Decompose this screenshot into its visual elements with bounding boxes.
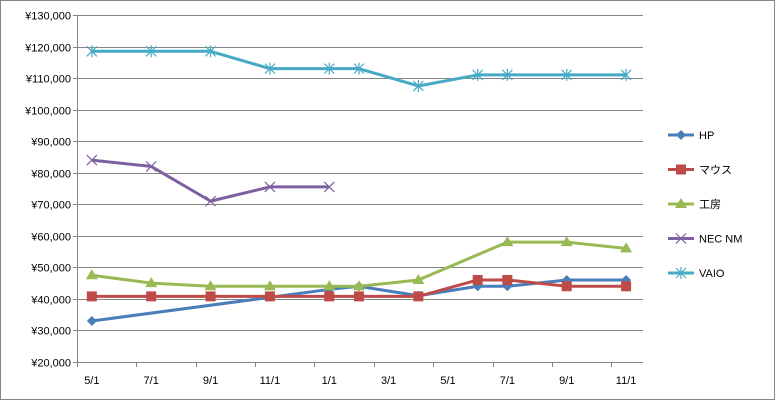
legend-item: HP [668, 130, 714, 142]
legend-label: VAIO [699, 268, 725, 280]
x-tick-label: 9/1 [559, 375, 574, 387]
x-tick-label: 5/1 [84, 375, 99, 387]
series-nec-nm [86, 154, 335, 207]
legend-marker-icon [675, 267, 687, 279]
legend-item: NEC NM [668, 233, 742, 246]
legend-label: 工房 [699, 198, 721, 211]
legend-label: HP [699, 130, 714, 142]
y-tick-label: ¥110,000 [25, 74, 71, 86]
data-point [352, 280, 365, 291]
legend-label: マウス [699, 164, 732, 177]
data-point [264, 291, 275, 302]
data-point [412, 79, 424, 92]
y-tick-label: ¥120,000 [24, 43, 71, 55]
y-tick-label: ¥80,000 [30, 169, 71, 181]
data-point [264, 62, 276, 75]
data-point [561, 68, 573, 81]
y-tick-label: ¥90,000 [30, 137, 71, 149]
legend-marker-icon [675, 198, 687, 208]
legend-label: NEC NM [699, 234, 742, 246]
data-point [472, 274, 483, 285]
x-tick-label: 9/1 [203, 375, 218, 387]
data-point [264, 181, 276, 193]
x-tick-label: 5/1 [440, 375, 455, 387]
data-point [145, 160, 157, 172]
data-point [620, 68, 632, 81]
legend-marker-icon [676, 130, 686, 140]
data-point [205, 195, 216, 207]
legend-item: VAIO [668, 267, 725, 280]
x-tick-label: 1/1 [322, 375, 337, 387]
y-tick-label: ¥60,000 [30, 232, 71, 244]
x-tick-label: 3/1 [381, 375, 396, 387]
data-point [86, 45, 98, 58]
data-point [86, 291, 97, 302]
data-point [146, 291, 157, 302]
data-point [502, 274, 513, 285]
data-point [323, 280, 336, 291]
data-point [501, 236, 514, 247]
y-tick-label: ¥30,000 [30, 326, 71, 338]
data-point [621, 281, 632, 292]
legend-item: 工房 [668, 198, 721, 211]
x-tick-label: 11/1 [260, 375, 281, 387]
x-tick-label: 7/1 [144, 375, 159, 387]
data-point [204, 280, 217, 291]
series-line [91, 158, 330, 203]
data-point [324, 291, 335, 302]
data-point [353, 62, 365, 75]
x-tick-label: 11/1 [616, 375, 637, 387]
series-マウス [86, 274, 632, 302]
legend-item: マウス [668, 164, 732, 177]
data-point [145, 277, 158, 288]
data-point [145, 45, 157, 58]
series-line [91, 240, 627, 288]
data-point [205, 45, 216, 58]
data-point [412, 273, 425, 284]
data-point [561, 281, 572, 292]
data-point [501, 68, 513, 81]
data-point [353, 291, 364, 302]
y-tick-label: ¥70,000 [30, 200, 71, 212]
series-vaio [86, 45, 632, 92]
legend-marker-icon [675, 233, 687, 244]
y-tick-label: ¥20,000 [30, 358, 71, 370]
data-point [560, 236, 573, 247]
y-tick-label: ¥40,000 [30, 295, 71, 307]
y-tick-label: ¥50,000 [30, 263, 71, 275]
legend-marker-icon [676, 164, 686, 175]
data-point [323, 62, 335, 75]
y-tick-label: ¥100,000 [24, 106, 71, 118]
data-point [205, 291, 216, 302]
series-工房 [85, 236, 633, 291]
data-point [620, 242, 633, 253]
data-point [86, 315, 97, 326]
data-point [323, 181, 335, 193]
data-point [263, 280, 276, 291]
data-point [472, 68, 484, 81]
y-tick-label: ¥130,000 [24, 11, 71, 23]
data-point [85, 269, 98, 280]
data-point [413, 291, 424, 302]
data-point [86, 154, 98, 166]
x-tick-label: 7/1 [500, 375, 515, 387]
